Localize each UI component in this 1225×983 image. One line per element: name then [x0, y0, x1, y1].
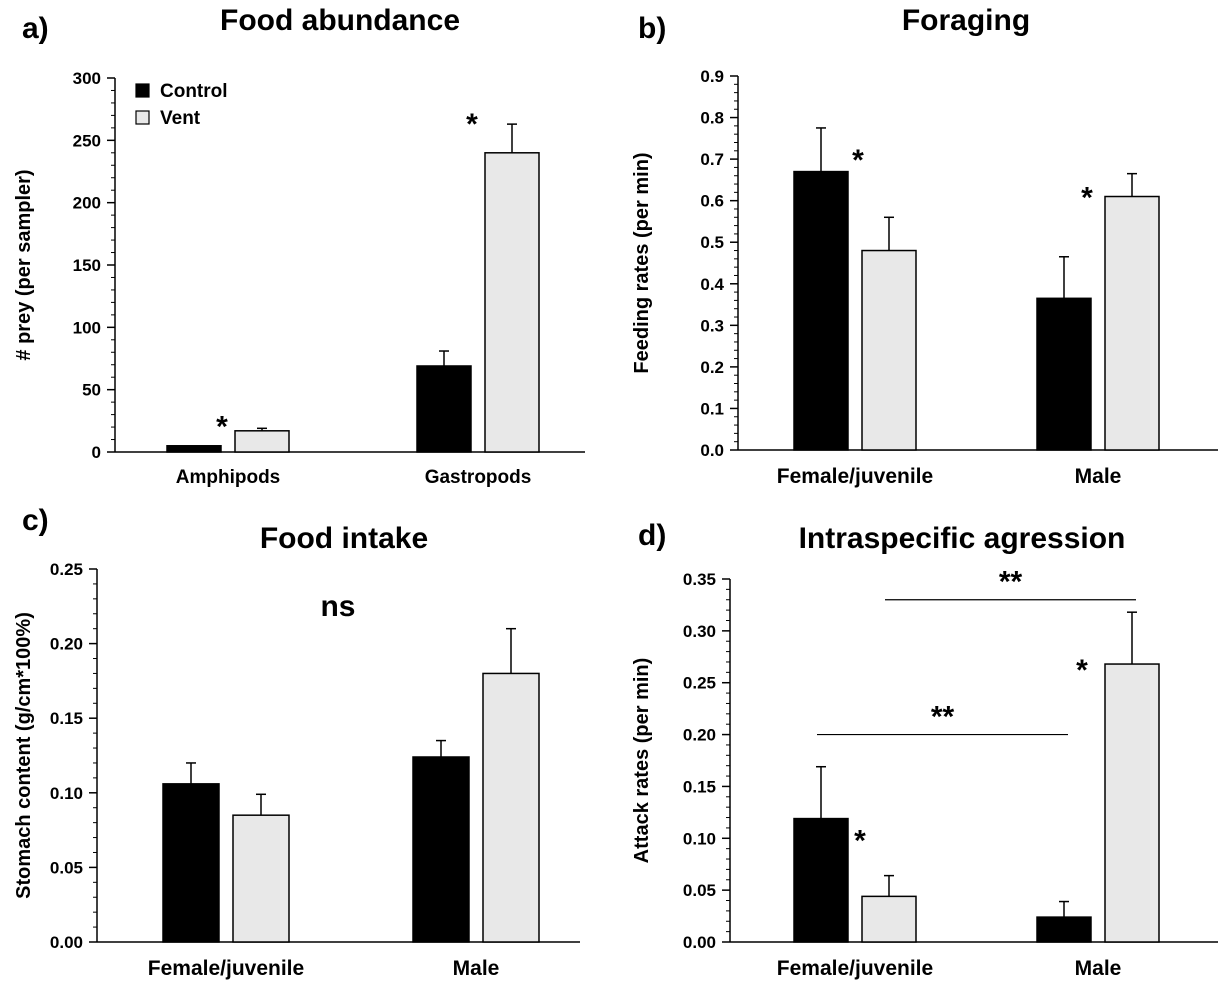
y-axis-label: Attack rates (per min) [631, 658, 653, 864]
bar-vent-1 [1104, 663, 1160, 943]
bar-control-0 [166, 445, 222, 453]
y-tick-label: 0.20 [50, 635, 83, 654]
chart-panel-0: a) Food abundance # prey (per sampler) 0 50 1… [13, 4, 585, 488]
y-tick-label: 0.4 [700, 275, 724, 294]
y-tick-label: 0.05 [50, 858, 83, 877]
significance-marker: * [1076, 654, 1088, 687]
y-tick-label: 150 [73, 256, 101, 275]
panel-letter: b) [638, 12, 666, 45]
x-category-label: Gastropods [425, 467, 532, 488]
y-tick-label: 250 [73, 131, 101, 150]
y-tick-label: 0.0 [700, 441, 724, 460]
significance-marker: * [854, 825, 866, 858]
x-category-label: Female/juvenile [148, 957, 304, 980]
significance-marker: * [1081, 182, 1093, 215]
x-category-label: Male [453, 957, 500, 980]
legend-label: Control [160, 81, 228, 102]
y-tick-label: 300 [73, 69, 101, 88]
bar-vent-1 [1104, 195, 1160, 451]
x-category-label: Female/juvenile [777, 957, 933, 980]
significance-marker: ** [999, 566, 1023, 599]
x-category-label: Male [1075, 957, 1122, 980]
y-tick-label: 0.7 [700, 150, 724, 169]
bar-control-1 [1036, 297, 1092, 451]
chart-title: Food intake [260, 522, 428, 555]
significance-marker: * [466, 108, 478, 141]
bar-control-0 [793, 170, 849, 451]
y-tick-label: 0.1 [700, 399, 724, 418]
chart-title: Food abundance [220, 4, 460, 37]
bar-control-1 [1036, 916, 1092, 943]
bar-control-1 [412, 756, 470, 943]
panel-letter: c) [22, 504, 49, 537]
y-tick-label: 0.20 [683, 726, 716, 745]
y-axis-label: # prey (per sampler) [13, 169, 35, 360]
ns-label: ns [320, 590, 355, 623]
x-category-label: Male [1075, 465, 1122, 488]
y-tick-label: 100 [73, 318, 101, 337]
significance-marker: * [216, 410, 228, 443]
bar-vent-1 [484, 152, 540, 453]
significance-marker: ** [931, 701, 955, 734]
chart-panel-2: c) Food intake Stomach content (g/cm*100%)… [13, 504, 580, 980]
y-tick-label: 0.10 [50, 784, 83, 803]
chart-panel-3: d) Intraspecific agression Attack rates (p… [631, 519, 1218, 980]
y-tick-label: 0.15 [50, 709, 83, 728]
y-tick-label: 0.35 [683, 570, 716, 589]
bar-vent-1 [482, 672, 540, 943]
legend-swatch [135, 83, 150, 98]
y-tick-label: 200 [73, 194, 101, 213]
y-tick-label: 0.25 [50, 560, 83, 579]
y-tick-label: 0.05 [683, 881, 716, 900]
legend-swatch [135, 110, 150, 125]
bar-control-0 [793, 817, 849, 943]
y-tick-label: 0.3 [700, 316, 724, 335]
bar-control-0 [162, 783, 220, 943]
y-tick-label: 0.8 [700, 109, 724, 128]
x-category-label: Amphipods [176, 467, 281, 488]
y-tick-label: 0.00 [50, 933, 83, 952]
chart-panel-1: b) Foraging Feeding rates (per min) 0.0 0.1 0… [631, 4, 1218, 488]
legend-label: Vent [160, 108, 201, 129]
y-tick-label: 0.10 [683, 829, 716, 848]
y-tick-label: 0 [92, 443, 101, 462]
y-tick-label: 0.15 [683, 777, 716, 796]
x-category-label: Female/juvenile [777, 465, 933, 488]
y-tick-label: 0.5 [700, 233, 724, 252]
significance-marker: * [852, 144, 864, 177]
y-tick-label: 0.25 [683, 674, 716, 693]
bar-control-1 [416, 365, 472, 453]
bar-vent-0 [861, 895, 917, 943]
y-tick-label: 0.30 [683, 622, 716, 641]
bar-vent-0 [861, 249, 917, 451]
chart-title: Foraging [902, 4, 1030, 37]
y-tick-label: 0.6 [700, 192, 724, 211]
y-axis-label: Feeding rates (per min) [631, 152, 653, 373]
y-tick-label: 0.00 [683, 933, 716, 952]
y-axis-label: Stomach content (g/cm*100%) [13, 612, 35, 899]
y-tick-label: 50 [82, 381, 101, 400]
bar-vent-0 [232, 814, 290, 943]
chart-title: Intraspecific agression [799, 522, 1126, 555]
panel-letter: a) [22, 12, 49, 45]
panel-letter: d) [638, 519, 666, 552]
bar-vent-0 [234, 430, 290, 453]
y-tick-label: 0.9 [700, 67, 724, 86]
y-tick-label: 0.2 [700, 358, 724, 377]
